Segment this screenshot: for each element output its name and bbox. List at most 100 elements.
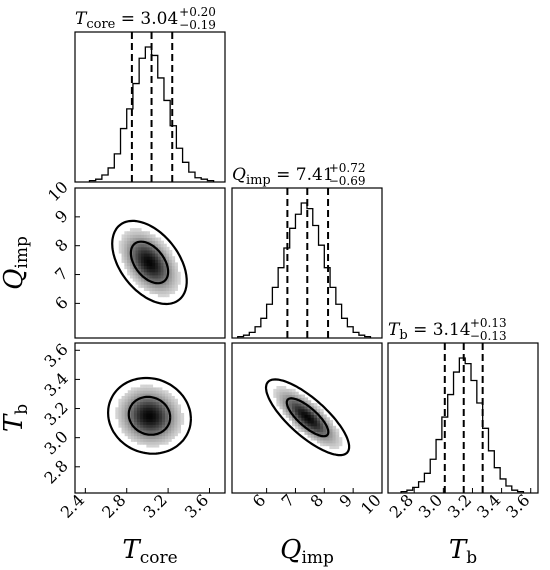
joint-T_core-T_b-density-cell	[152, 435, 157, 440]
x-axis-label-T_core: Tcore	[122, 535, 177, 568]
joint-T_core-Q_imp-density-cell	[141, 249, 145, 254]
joint-T_core-Q_imp-density-cell	[160, 284, 164, 288]
joint-T_core-T_b-density-cell	[124, 393, 129, 397]
joint-T_core-T_b-density-cell	[130, 393, 135, 397]
joint-T_core-T_b-density-cell	[130, 435, 135, 440]
joint-T_core-Q_imp-density-cell	[138, 228, 142, 232]
joint-T_core-Q_imp-density-cell	[169, 290, 173, 295]
joint-Q_imp-T_b-density-cell	[301, 405, 305, 410]
joint-Q_imp-T_b-density-cell	[316, 411, 321, 415]
joint-Q_imp-T_b-density-cell	[304, 411, 309, 415]
title-err-minus-T_b: −0.13	[470, 329, 507, 343]
title-T_b: Tb = 3.14	[388, 320, 471, 343]
joint-T_core-Q_imp-density-cell	[146, 271, 150, 276]
joint-T_core-T_b-density-cell	[137, 401, 141, 405]
joint-T_core-Q_imp-density-cell	[155, 243, 159, 248]
joint-T_core-T_b-density-cell	[124, 412, 129, 417]
joint-T_core-T_b-density-cell	[155, 421, 160, 425]
joint-T_core-Q_imp-density-cell	[163, 243, 167, 248]
joint-T_core-T_b-density-cell	[168, 427, 172, 431]
joint-Q_imp-T_b-density-cell	[301, 417, 305, 421]
joint-T_core-Q_imp-density-cell	[124, 259, 128, 263]
joint-T_core-T_b-density-cell	[174, 421, 178, 425]
joint-T_core-Q_imp-density-cell	[146, 259, 150, 263]
joint-T_core-T_b-density-cell	[130, 415, 135, 420]
joint-Q_imp-T_b-density-cell	[301, 414, 305, 418]
joint-T_core-T_b-density-cell	[155, 410, 160, 414]
joint-T_core-T_b-density-cell	[146, 398, 150, 403]
joint-Q_imp-T_b-density-cell	[273, 388, 277, 393]
joint-T_core-T_b-density-cell	[155, 418, 160, 422]
joint-Q_imp-T_b-density-cell	[295, 414, 299, 418]
joint-T_core-Q_imp-density-cell	[132, 274, 137, 279]
joint-T_core-Q_imp-density-cell	[141, 281, 145, 285]
joint-T_core-Q_imp-density-cell	[169, 274, 173, 279]
joint-T_core-Q_imp-density-cell	[166, 281, 170, 285]
joint-T_core-T_b-density-cell	[115, 410, 119, 414]
joint-T_core-Q_imp-density-cell	[160, 271, 164, 276]
joint-T_core-T_b-density-cell	[127, 421, 132, 425]
joint-T_core-T_b-density-cell	[127, 424, 132, 428]
joint-T_core-Q_imp-density-cell	[166, 290, 170, 295]
joint-T_core-T_b-density-cell	[137, 421, 141, 425]
joint-T_core-T_b-density-cell	[143, 412, 147, 417]
joint-T_core-T_b-density-cell	[121, 395, 126, 400]
joint-T_core-T_b-density-cell	[146, 427, 150, 431]
joint-T_core-T_b-density-cell	[146, 438, 150, 442]
joint-T_core-T_b-density-cell	[121, 398, 126, 403]
joint-Q_imp-T_b-density-cell	[292, 388, 296, 393]
joint-T_core-T_b-density-cell	[118, 418, 123, 422]
joint-T_core-T_b-density-cell	[161, 418, 166, 422]
joint-T_core-Q_imp-density-cell	[141, 265, 145, 270]
joint-T_core-Q_imp-density-cell	[143, 243, 148, 248]
joint-T_core-T_b-density-cell	[146, 430, 150, 434]
joint-T_core-Q_imp-density-cell	[163, 249, 167, 254]
joint-T_core-Q_imp-density-cell	[171, 274, 176, 279]
joint-T_core-T_b-density-cell	[168, 393, 172, 397]
joint-Q_imp-T_b-density-cell	[316, 405, 321, 410]
joint-T_core-Q_imp-density-cell	[163, 246, 167, 251]
joint-Q_imp-T_b-density-cell	[310, 425, 315, 430]
joint-T_core-T_b-density-cell	[152, 410, 157, 414]
y-tick-label-T_b: 3.6	[40, 340, 71, 371]
joint-T_core-Q_imp-contour-2sigma	[111, 219, 188, 306]
joint-Q_imp-T_b-density-cell	[301, 411, 305, 415]
joint-T_core-T_b-density-cell	[158, 424, 163, 428]
joint-T_core-Q_imp-density-cell	[118, 246, 123, 251]
joint-T_core-T_b-density-cell	[152, 438, 157, 442]
joint-T_core-T_b-density-cell	[124, 424, 129, 428]
joint-Q_imp-T_b-density-cell	[313, 417, 318, 421]
joint-T_core-T_b-density-cell	[127, 430, 132, 434]
joint-T_core-Q_imp-density-cell	[132, 228, 137, 232]
joint-T_core-Q_imp-density-cell	[138, 237, 142, 242]
joint-T_core-T_b-density-cell	[127, 401, 132, 405]
joint-T_core-Q_imp-density-cell	[135, 262, 139, 267]
joint-T_core-T_b-density-cell	[133, 438, 138, 442]
joint-Q_imp-T_b-density-cell	[304, 417, 309, 421]
joint-T_core-Q_imp-density-cell	[163, 284, 167, 288]
joint-T_core-T_b-density-cell	[152, 398, 157, 403]
joint-T_core-T_b-density-cell	[118, 410, 123, 414]
joint-Q_imp-T_b-density-cell	[298, 422, 302, 427]
joint-T_core-Q_imp-density-cell	[149, 259, 153, 263]
joint-T_core-Q_imp-density-cell	[124, 246, 128, 251]
joint-Q_imp-T_b-density-cell	[307, 411, 312, 415]
joint-Q_imp-T_b-density-cell	[304, 414, 309, 418]
joint-T_core-T_b-density-cell	[165, 390, 169, 394]
joint-T_core-T_b-density-cell	[118, 421, 123, 425]
joint-T_core-Q_imp-density-cell	[166, 249, 170, 254]
joint-T_core-T_b-density-cell	[143, 418, 147, 422]
joint-T_core-Q_imp-density-cell	[129, 268, 134, 273]
joint-T_core-Q_imp-density-cell	[127, 237, 131, 242]
joint-Q_imp-T_b-density-cell	[332, 428, 337, 432]
joint-T_core-T_b-density-cell	[152, 418, 157, 422]
joint-T_core-T_b-density-cell	[155, 387, 160, 391]
joint-T_core-T_b-density-cell	[146, 424, 150, 428]
joint-T_core-T_b-density-cell	[158, 415, 163, 420]
joint-T_core-T_b-density-cell	[130, 412, 135, 417]
joint-T_core-T_b-density-cell	[158, 404, 163, 408]
joint-T_core-Q_imp-density-cell	[166, 246, 170, 251]
joint-Q_imp-T_b-density-cell	[310, 414, 315, 418]
joint-T_core-T_b-density-cell	[171, 435, 175, 440]
joint-Q_imp-T_b-density-cell	[329, 434, 333, 438]
